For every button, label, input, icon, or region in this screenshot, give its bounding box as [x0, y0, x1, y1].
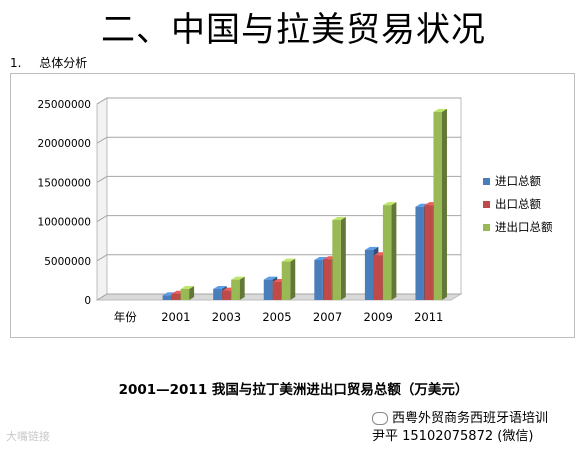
y-tick-label: 20000000 [38, 138, 91, 150]
bar-top [314, 257, 328, 261]
bar-side [340, 217, 346, 300]
section-heading: 1. 总体分析 [10, 54, 87, 71]
bar-side [239, 276, 245, 300]
bar-top [382, 202, 397, 206]
x-tick-label: 年份 [114, 310, 137, 324]
legend-swatch [483, 178, 490, 185]
bar [415, 206, 424, 300]
bar-top [281, 258, 296, 262]
legend-swatch [483, 201, 490, 208]
gridline [96, 175, 461, 183]
bar [364, 249, 374, 300]
bar [323, 259, 332, 300]
promo-block: 西粤外贸商务西班牙语培训 尹平 15102075872 (微信) [372, 410, 548, 446]
bar-side [441, 108, 447, 300]
bar [213, 289, 222, 300]
legend-label: 出口总额 [495, 197, 541, 211]
chart-frame: 0 5000000 10000000 15000000 20000000 25000000… [10, 73, 575, 338]
bar [332, 220, 341, 300]
x-tick-label: 2007 [313, 310, 342, 324]
y-tick-label: 15000000 [38, 177, 91, 189]
bar-top [231, 276, 245, 280]
bar-top [263, 276, 278, 280]
bar-top [364, 246, 379, 250]
legend-swatch [483, 224, 490, 231]
bar [263, 279, 273, 300]
bar-top [332, 217, 346, 221]
bar-top [415, 203, 429, 207]
bar [222, 290, 231, 300]
legend-label: 进口总额 [495, 174, 541, 188]
bar-top [180, 286, 195, 290]
bar [171, 293, 181, 300]
bar [281, 261, 291, 300]
gridline [96, 97, 461, 105]
section-label: 总体分析 [39, 56, 88, 70]
bar [272, 281, 282, 300]
promo-line-2: 尹平 15102075872 (微信) [372, 429, 534, 444]
bar-chart: 0 5000000 10000000 15000000 20000000 25000000… [38, 97, 553, 324]
bar [424, 205, 433, 300]
bar [373, 255, 383, 300]
bar [180, 289, 190, 300]
bar [382, 205, 392, 300]
bar-side [290, 258, 296, 300]
slide-title: 二、中国与拉美贸易状况 [101, 10, 486, 50]
y-tick-label: 5000000 [44, 256, 91, 268]
x-tick-label: 2011 [414, 310, 443, 324]
bar-top [213, 286, 227, 290]
wechat-icon [372, 412, 388, 425]
bar-side [189, 286, 195, 300]
x-tick-label: 2009 [364, 310, 393, 324]
x-tick-label: 2005 [262, 310, 291, 324]
watermark: 大嘴链接 [6, 430, 50, 443]
bar [162, 295, 172, 300]
y-tick-label: 25000000 [38, 99, 91, 111]
chart-side-wall [96, 97, 108, 301]
x-tick-label: 2001 [161, 310, 190, 324]
bar [433, 111, 442, 300]
gridline [96, 215, 461, 223]
chart-caption: 2001—2011 我国与拉丁美洲进出口贸易总额（万美元） [118, 382, 469, 398]
y-tick-label: 10000000 [38, 217, 91, 229]
section-number: 1. [10, 56, 22, 70]
promo-line-1: 西粤外贸商务西班牙语培训 [392, 411, 549, 426]
gridline [96, 136, 461, 144]
bar-top [162, 292, 177, 296]
bar-side [391, 202, 397, 300]
x-tick-label: 2003 [212, 310, 241, 324]
legend-label: 进出口总额 [495, 220, 553, 234]
bar [231, 279, 240, 300]
bar-top [433, 108, 447, 112]
y-tick-label: 0 [84, 295, 91, 307]
bar [314, 260, 323, 300]
